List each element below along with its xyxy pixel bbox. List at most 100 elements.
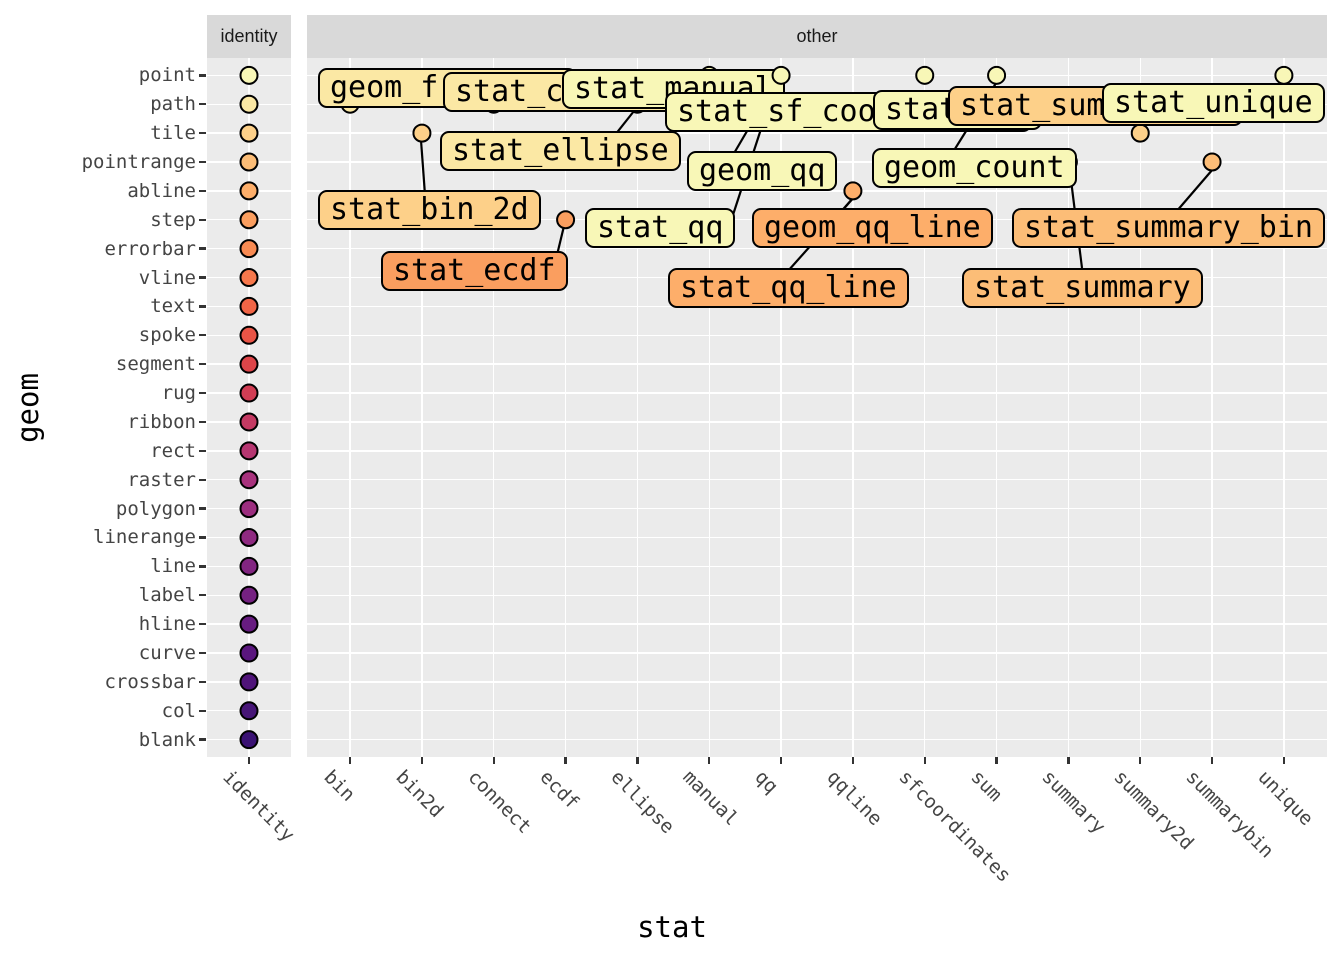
data-point-path-identity — [239, 94, 259, 114]
y-tick-label: polygon — [115, 497, 196, 520]
x-axis-tick — [708, 757, 711, 764]
data-point-point-qq — [771, 65, 791, 85]
y-axis-tick — [199, 74, 206, 77]
y-tick-label: col — [161, 699, 196, 722]
geom-stat-label-stat_qq: stat_qq — [585, 208, 736, 248]
data-point-label-identity — [239, 585, 259, 605]
gridline — [307, 479, 1327, 481]
data-point-col-identity — [239, 701, 259, 721]
x-axis-tick — [1139, 757, 1142, 764]
x-axis-tick — [247, 757, 251, 764]
gridline — [307, 565, 1327, 568]
data-point-hline-identity — [239, 614, 259, 634]
data-point-point-sfcoordinates — [915, 65, 935, 85]
x-axis-tick — [348, 757, 352, 764]
gridline — [307, 74, 1327, 77]
gridline — [307, 710, 1327, 712]
y-tick-label: vline — [138, 266, 196, 289]
geom-stat-label-geom_count: geom_count — [872, 148, 1077, 188]
gridline — [307, 507, 1327, 510]
y-tick-label: text — [150, 295, 196, 318]
data-point-segment-identity — [239, 354, 259, 374]
geom-stat-label-stat_summary: stat_summary — [962, 268, 1203, 308]
data-point-errorbar-identity — [239, 239, 259, 259]
data-point-step-identity — [239, 210, 259, 230]
y-tick-label: abline — [127, 179, 196, 202]
geom-stat-label-stat_qq_line: stat_qq_line — [668, 268, 909, 308]
gridline — [349, 58, 351, 757]
y-tick-label: crossbar — [104, 670, 196, 693]
data-point-polygon-identity — [239, 499, 259, 519]
data-point-linerange-identity — [239, 527, 259, 547]
y-tick-label: linerange — [93, 526, 196, 549]
data-point-point-sum — [987, 65, 1007, 85]
data-point-tile-bin2d — [412, 123, 432, 143]
label-leader-line — [419, 139, 427, 196]
y-tick-label: rect — [150, 439, 196, 462]
x-axis-tick — [1067, 757, 1070, 764]
x-axis-tick — [564, 757, 567, 764]
gridline — [1067, 58, 1070, 757]
y-tick-label: curve — [138, 642, 196, 665]
gridline — [708, 58, 710, 757]
facet-strip-other: other — [307, 15, 1327, 58]
data-point-point-identity — [239, 65, 259, 85]
y-axis-tick — [199, 391, 206, 395]
gridline — [421, 58, 423, 757]
gridline — [852, 58, 854, 757]
data-point-raster-identity — [239, 470, 259, 490]
data-point-curve-identity — [239, 643, 259, 663]
gridline — [307, 363, 1327, 365]
y-axis-tick — [199, 449, 206, 453]
y-tick-label: blank — [138, 728, 196, 751]
y-tick-label: step — [150, 208, 196, 231]
gridline — [995, 58, 998, 757]
gridline — [307, 594, 1327, 596]
data-point-blank-identity — [239, 730, 259, 750]
data-point-step-ecdf — [556, 210, 576, 230]
x-axis-tick — [420, 757, 424, 764]
x-axis-tick — [779, 757, 783, 764]
y-axis-tick — [199, 651, 206, 655]
gridline — [307, 652, 1327, 654]
x-axis-tick — [1282, 757, 1286, 764]
data-point-rect-identity — [239, 441, 259, 461]
y-axis-tick — [199, 565, 206, 568]
data-point-ribbon-identity — [239, 412, 259, 432]
y-tick-label: tile — [150, 122, 196, 145]
gridline — [307, 421, 1327, 423]
data-point-pointrange-summarybin — [1202, 152, 1222, 172]
y-axis-tick — [199, 189, 206, 193]
gridline — [307, 392, 1327, 394]
y-axis-tick — [199, 709, 206, 712]
y-axis-tick — [199, 680, 206, 684]
y-axis-tick — [199, 160, 206, 164]
x-axis-title: stat — [637, 910, 707, 944]
y-tick-label: raster — [127, 468, 196, 491]
y-tick-label: line — [150, 555, 196, 578]
y-tick-label: pointrange — [81, 150, 196, 173]
y-axis-tick — [199, 594, 206, 597]
gridline — [1139, 58, 1141, 757]
y-axis-tick — [199, 362, 206, 366]
y-axis-tick — [199, 420, 206, 424]
gridline — [1283, 58, 1285, 757]
y-axis-tick — [199, 334, 206, 337]
gridline — [307, 247, 1327, 250]
x-axis-tick — [995, 757, 998, 764]
y-axis-tick — [199, 131, 206, 135]
y-axis-tick — [199, 738, 206, 741]
y-axis-tick — [199, 218, 206, 221]
gridline — [307, 623, 1327, 625]
gridline — [924, 58, 926, 757]
y-axis-tick — [199, 622, 206, 626]
y-tick-label: rug — [161, 382, 196, 405]
x-axis-tick — [1210, 757, 1214, 764]
data-point-point-unique — [1274, 65, 1294, 85]
data-point-spoke-identity — [239, 325, 259, 345]
data-point-text-identity — [239, 296, 259, 316]
geom-stat-label-stat_bin_2d: stat_bin_2d — [318, 190, 541, 230]
x-axis-tick — [492, 757, 495, 764]
